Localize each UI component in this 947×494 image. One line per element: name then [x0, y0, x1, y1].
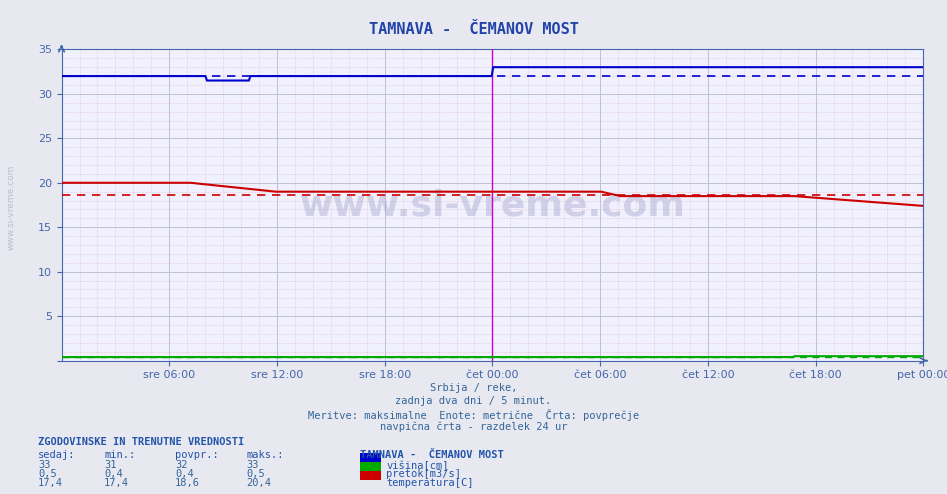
Text: 0,4: 0,4	[175, 469, 194, 479]
Text: 17,4: 17,4	[38, 478, 63, 488]
Text: temperatura[C]: temperatura[C]	[386, 478, 474, 488]
Text: zadnja dva dni / 5 minut.: zadnja dva dni / 5 minut.	[396, 396, 551, 406]
Text: višina[cm]: višina[cm]	[386, 460, 449, 471]
Text: pretok[m3/s]: pretok[m3/s]	[386, 469, 461, 479]
Text: 17,4: 17,4	[104, 478, 129, 488]
Text: 33: 33	[38, 460, 50, 470]
Text: 0,4: 0,4	[104, 469, 123, 479]
Text: 0,5: 0,5	[38, 469, 57, 479]
Text: 0,5: 0,5	[246, 469, 265, 479]
Text: ZGODOVINSKE IN TRENUTNE VREDNOSTI: ZGODOVINSKE IN TRENUTNE VREDNOSTI	[38, 437, 244, 447]
Text: navpična črta - razdelek 24 ur: navpična črta - razdelek 24 ur	[380, 421, 567, 432]
Text: sedaj:: sedaj:	[38, 450, 76, 459]
Text: Srbija / reke,: Srbija / reke,	[430, 383, 517, 393]
Text: povpr.:: povpr.:	[175, 450, 219, 459]
Text: 20,4: 20,4	[246, 478, 271, 488]
Text: 32: 32	[175, 460, 188, 470]
Text: www.si-vreme.com: www.si-vreme.com	[7, 165, 16, 250]
Text: min.:: min.:	[104, 450, 135, 459]
Text: www.si-vreme.com: www.si-vreme.com	[299, 188, 686, 222]
Text: Meritve: maksimalne  Enote: metrične  Črta: povprečje: Meritve: maksimalne Enote: metrične Črta…	[308, 409, 639, 420]
Text: 31: 31	[104, 460, 116, 470]
Text: 33: 33	[246, 460, 259, 470]
Text: TAMNAVA -  ČEMANOV MOST: TAMNAVA - ČEMANOV MOST	[368, 22, 579, 37]
Text: maks.:: maks.:	[246, 450, 284, 459]
Text: 18,6: 18,6	[175, 478, 200, 488]
Text: TAMNAVA -  ČEMANOV MOST: TAMNAVA - ČEMANOV MOST	[360, 450, 504, 459]
